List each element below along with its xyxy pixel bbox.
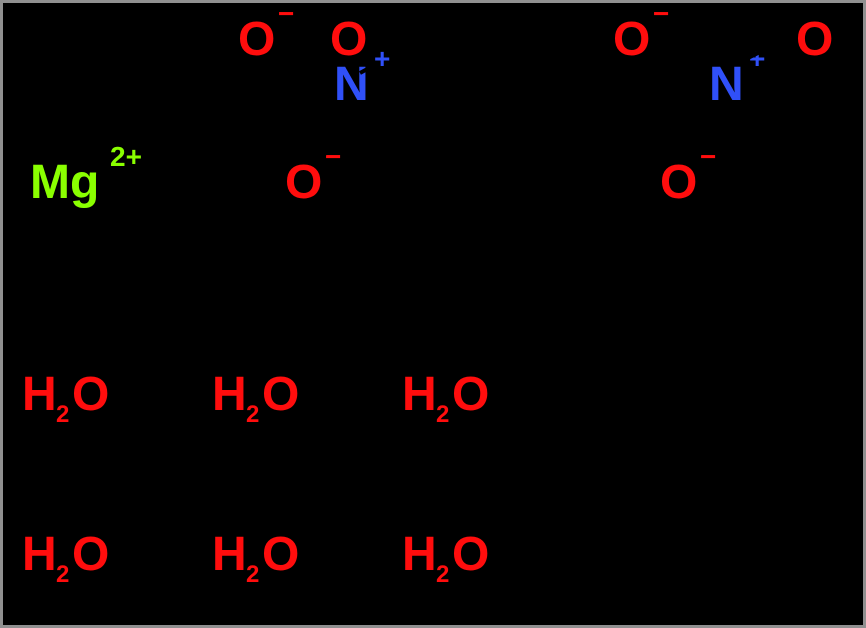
- water5-h: H: [212, 528, 247, 581]
- water4-h: H: [22, 528, 57, 581]
- nitrate1-o-top-left: O: [238, 13, 275, 66]
- nitrate1-n: N: [334, 58, 369, 111]
- magnesium-ion: Mg: [30, 156, 99, 209]
- nitrate1-o-bottom: O: [285, 156, 322, 209]
- water1-o: O: [72, 368, 109, 421]
- magnesium-charge: 2+: [110, 141, 142, 172]
- nitrate2-n: N: [709, 58, 744, 111]
- water4-o: O: [72, 528, 109, 581]
- nitrate2-o-top-left-charge: −: [653, 0, 669, 29]
- water3-o: O: [452, 368, 489, 421]
- water2-o: O: [262, 368, 299, 421]
- water3-sub2: 2: [436, 401, 449, 428]
- water3-h: H: [402, 368, 437, 421]
- water2-sub2: 2: [246, 401, 259, 428]
- water6-h: H: [402, 528, 437, 581]
- nitrate1-o-top-left-charge: −: [278, 0, 294, 29]
- water5-o: O: [262, 528, 299, 581]
- water6-o: O: [452, 528, 489, 581]
- water4-sub2: 2: [56, 561, 69, 588]
- nitrate1-n-charge: +: [374, 43, 390, 74]
- nitrate2-o-bottom: O: [660, 156, 697, 209]
- water5-sub2: 2: [246, 561, 259, 588]
- nitrate2-o-top-right: O: [796, 13, 833, 66]
- water1-sub2: 2: [56, 401, 69, 428]
- water2-h: H: [212, 368, 247, 421]
- water1-h: H: [22, 368, 57, 421]
- molecule-diagram: Mg2+O−OO−N+O−OO−N+H2OH2OH2OH2OH2OH2O: [0, 0, 866, 628]
- water6-sub2: 2: [436, 561, 449, 588]
- nitrate2-o-top-left: O: [613, 13, 650, 66]
